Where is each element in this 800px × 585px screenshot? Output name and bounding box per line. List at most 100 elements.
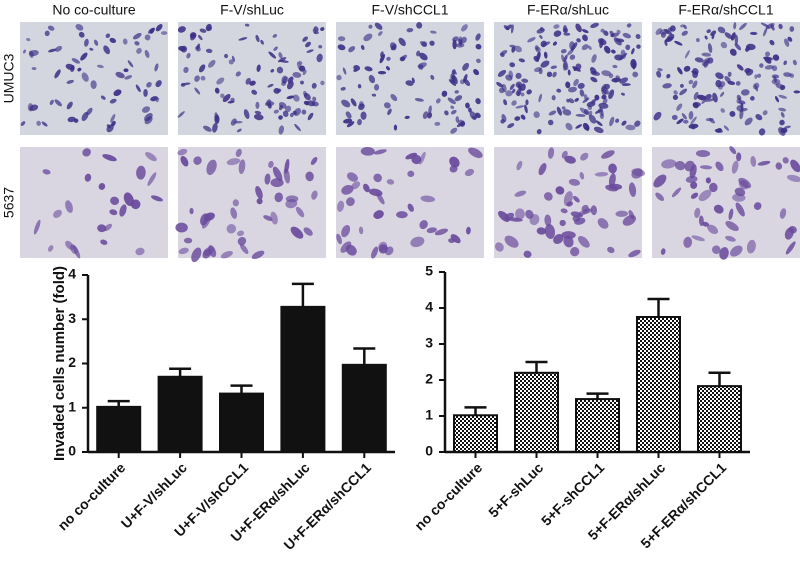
cell xyxy=(729,111,736,117)
cell xyxy=(341,224,351,238)
cell xyxy=(538,93,543,103)
cell xyxy=(556,106,562,116)
cell xyxy=(384,246,394,256)
cell xyxy=(420,195,436,203)
cell xyxy=(222,93,231,103)
cell xyxy=(132,33,142,40)
cell xyxy=(509,44,516,48)
cell xyxy=(346,121,355,128)
cell xyxy=(475,43,482,50)
cell xyxy=(282,110,289,118)
cell xyxy=(399,56,406,62)
cell xyxy=(533,111,540,118)
cell xyxy=(474,112,481,119)
cell xyxy=(283,167,291,184)
cell xyxy=(615,118,620,123)
cell xyxy=(753,202,762,210)
cell xyxy=(364,66,373,72)
cell xyxy=(715,161,724,172)
cell xyxy=(203,212,215,221)
cell xyxy=(536,227,547,235)
cell xyxy=(235,71,241,77)
cell xyxy=(177,26,186,33)
cell xyxy=(358,103,365,111)
cell xyxy=(715,79,722,88)
cell xyxy=(454,90,459,94)
cell xyxy=(536,129,542,135)
micrograph xyxy=(20,147,168,259)
cell xyxy=(590,22,599,29)
cell xyxy=(373,173,382,183)
cell xyxy=(228,59,234,65)
cell xyxy=(758,128,766,136)
cell xyxy=(608,73,614,79)
cell xyxy=(504,235,519,248)
cell xyxy=(666,73,671,79)
cell xyxy=(29,104,39,111)
cell xyxy=(622,32,632,39)
cell xyxy=(725,220,739,232)
cell xyxy=(351,181,361,190)
cell xyxy=(183,237,193,244)
cell xyxy=(595,120,603,127)
cell xyxy=(568,98,575,104)
cell xyxy=(70,65,75,73)
cell xyxy=(660,31,667,38)
cell xyxy=(632,71,639,78)
cell xyxy=(243,109,250,119)
cell xyxy=(704,35,708,40)
cell xyxy=(625,124,636,131)
cell xyxy=(36,120,42,126)
cell xyxy=(553,24,560,29)
cell xyxy=(541,41,551,47)
cell xyxy=(122,38,128,45)
cell xyxy=(674,161,686,171)
cell xyxy=(273,46,278,51)
cell xyxy=(514,45,522,53)
cell xyxy=(525,99,529,106)
cell xyxy=(727,71,732,77)
cell xyxy=(306,49,314,53)
cell xyxy=(449,165,458,173)
cell xyxy=(353,65,361,71)
cell xyxy=(404,115,410,120)
cell xyxy=(720,41,728,49)
cell xyxy=(256,64,261,73)
cell xyxy=(177,148,188,156)
cell xyxy=(625,44,631,51)
cell xyxy=(570,42,578,51)
cell xyxy=(340,241,352,253)
cell xyxy=(451,69,456,75)
cell xyxy=(779,208,787,219)
cell xyxy=(473,69,480,76)
y-tick-label: 3 xyxy=(68,310,76,326)
cell xyxy=(538,163,547,176)
cell xyxy=(363,33,373,42)
cell xyxy=(337,44,346,51)
cell xyxy=(255,34,260,43)
cell xyxy=(42,169,51,175)
cell xyxy=(343,118,353,124)
cell xyxy=(273,87,280,94)
cell xyxy=(96,64,104,69)
cell xyxy=(559,219,566,227)
cell xyxy=(109,209,118,216)
cell xyxy=(194,75,200,82)
cell xyxy=(582,97,590,103)
cell xyxy=(699,165,713,170)
cell xyxy=(434,121,441,126)
cell xyxy=(458,38,463,45)
cell xyxy=(745,46,751,52)
cell xyxy=(509,83,515,90)
cell xyxy=(136,47,142,54)
cell xyxy=(615,75,620,79)
cell xyxy=(608,173,616,188)
cell xyxy=(778,107,787,112)
cell xyxy=(712,245,721,254)
cell xyxy=(657,68,663,72)
cell xyxy=(502,83,507,93)
cell xyxy=(105,33,111,39)
cell xyxy=(593,126,604,134)
cell xyxy=(599,38,604,49)
cell xyxy=(346,172,358,182)
